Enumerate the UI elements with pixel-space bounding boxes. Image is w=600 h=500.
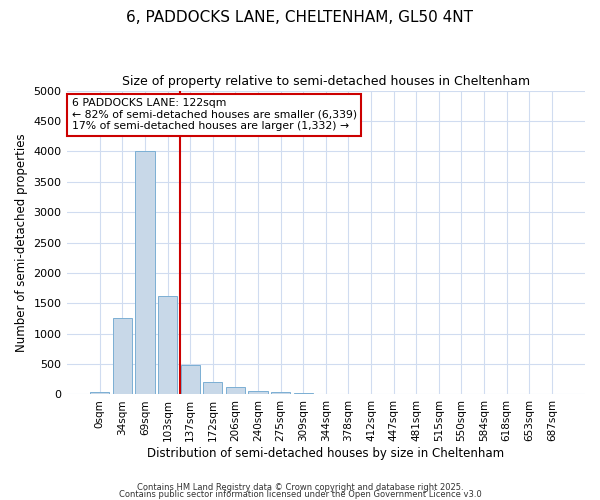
- Bar: [158, 296, 177, 394]
- Bar: [293, 392, 313, 394]
- Text: Contains public sector information licensed under the Open Government Licence v3: Contains public sector information licen…: [119, 490, 481, 499]
- Text: 6 PADDOCKS LANE: 122sqm
← 82% of semi-detached houses are smaller (6,339)
17% of: 6 PADDOCKS LANE: 122sqm ← 82% of semi-de…: [72, 98, 357, 132]
- Y-axis label: Number of semi-detached properties: Number of semi-detached properties: [15, 133, 28, 352]
- Bar: [181, 366, 200, 394]
- Title: Size of property relative to semi-detached houses in Cheltenham: Size of property relative to semi-detach…: [122, 75, 530, 88]
- Bar: [203, 382, 223, 394]
- Text: 6, PADDOCKS LANE, CHELTENHAM, GL50 4NT: 6, PADDOCKS LANE, CHELTENHAM, GL50 4NT: [127, 10, 473, 25]
- Bar: [226, 388, 245, 394]
- Bar: [248, 391, 268, 394]
- Bar: [271, 392, 290, 394]
- Text: Contains HM Land Registry data © Crown copyright and database right 2025.: Contains HM Land Registry data © Crown c…: [137, 484, 463, 492]
- X-axis label: Distribution of semi-detached houses by size in Cheltenham: Distribution of semi-detached houses by …: [147, 447, 505, 460]
- Bar: [113, 318, 132, 394]
- Bar: [136, 152, 155, 394]
- Bar: [90, 392, 109, 394]
